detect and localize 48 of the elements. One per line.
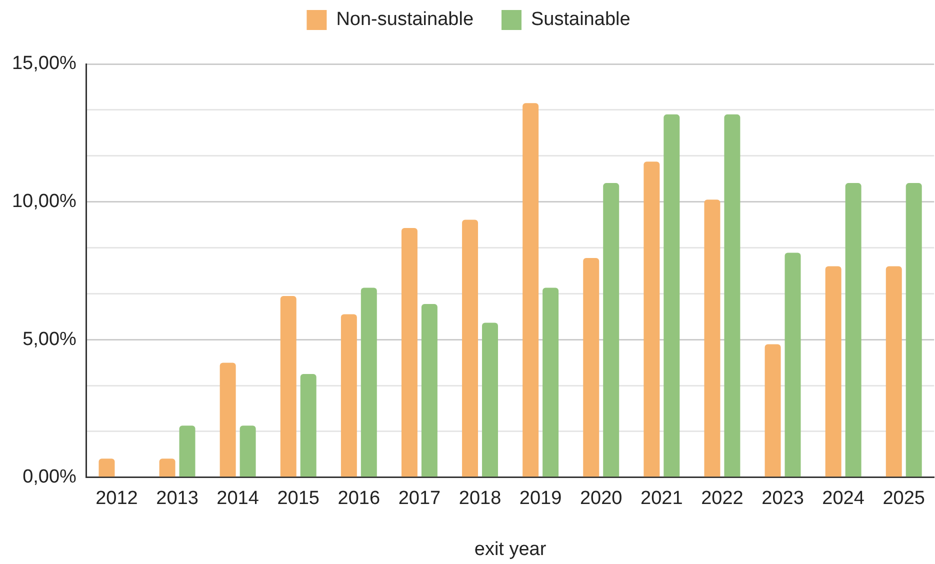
y-tick-label: 0,00% [22,466,77,488]
x-tick-label: 2015 [277,488,320,510]
x-tick-label: 2014 [216,488,260,510]
bar [179,426,196,477]
bar [240,426,256,477]
bar [159,458,176,477]
bar [825,266,842,477]
bar [583,258,600,477]
bar [704,200,720,477]
bar [845,183,862,477]
x-tick-label: 2020 [580,488,622,510]
x-tick-label: 2016 [338,488,380,510]
x-tick-label: 2021 [640,488,683,510]
bar [784,252,801,477]
bar [462,220,478,477]
bar [644,162,660,477]
legend-label: Non-sustainable [336,9,474,30]
bar [421,304,438,477]
bar [664,114,680,477]
x-tick-label: 2013 [156,488,198,510]
x-tick-label: 2025 [882,488,926,510]
x-tick-label: 2018 [458,488,502,510]
x-tick-label: 2012 [96,488,138,510]
bar [360,288,377,477]
x-tick-label: 2024 [822,488,865,510]
legend-label: Sustainable [531,9,630,30]
bar [220,362,236,477]
bar [340,314,357,477]
y-tick-label: 5,00% [22,328,77,350]
bar [906,183,922,477]
x-axis-title: exit year [474,538,547,560]
bar [603,183,620,477]
bar [764,344,781,477]
x-tick-label: 2019 [519,488,562,510]
x-tick-label: 2017 [398,488,441,510]
bar [542,288,559,477]
bar [482,322,498,477]
bar [300,374,316,477]
x-tick-label: 2023 [762,488,804,510]
y-tick-label: 15,00% [12,53,77,74]
bar [724,114,740,477]
bar [401,228,418,477]
bar [280,296,296,477]
y-tick-label: 10,00% [12,191,77,212]
x-tick-label: 2022 [701,488,744,510]
bar [98,458,115,477]
bar [522,103,539,477]
bar [886,266,902,477]
